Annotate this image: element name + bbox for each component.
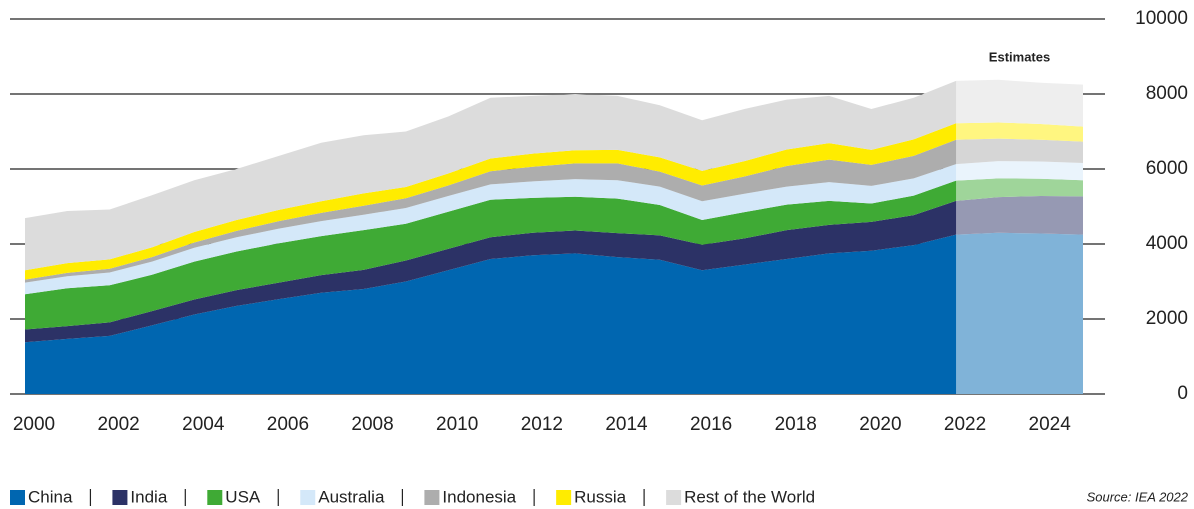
y-tick-label: 10000 <box>1135 8 1188 29</box>
x-tick-label: 2000 <box>13 414 55 435</box>
x-tick-label: 2002 <box>97 414 139 435</box>
legend-label: Rest of the World <box>684 487 815 506</box>
x-tick-label: 2010 <box>436 414 478 435</box>
area <box>25 232 1083 394</box>
legend-label: Australia <box>318 487 385 506</box>
legend-swatch <box>424 490 440 505</box>
x-tick-label: 2016 <box>690 414 732 435</box>
legend-swatch <box>300 490 316 505</box>
legend-label: Indonesia <box>442 487 516 506</box>
y-tick-label: 0 <box>1177 383 1188 404</box>
x-tick-label: 2020 <box>859 414 901 435</box>
y-tick-label: 8000 <box>1146 83 1188 104</box>
legend-label: China <box>28 487 73 506</box>
x-tick-label: 2018 <box>775 414 817 435</box>
legend-swatch <box>666 490 682 505</box>
estimates-label: Estimates <box>989 49 1050 64</box>
legend-label: USA <box>225 487 261 506</box>
estimates-shade <box>956 59 1083 394</box>
x-tick-label: 2022 <box>944 414 986 435</box>
y-tick-label: 2000 <box>1146 308 1188 329</box>
legend-label: Russia <box>574 487 627 506</box>
legend: China India USA Australia Indonesia Russia Res… <box>10 487 1189 506</box>
legend-swatch <box>112 490 128 505</box>
y-tick-label: 4000 <box>1146 233 1188 254</box>
area <box>25 178 1083 330</box>
x-tick-label: 2024 <box>1029 414 1072 435</box>
x-tick-label: 2014 <box>605 414 648 435</box>
area <box>25 161 1083 295</box>
overlay: Estimates <box>956 49 1083 394</box>
area <box>25 196 1083 343</box>
x-tick-label: 2004 <box>182 414 225 435</box>
areas <box>25 79 1083 394</box>
legend-swatch <box>207 490 223 505</box>
legend-swatch <box>556 490 572 505</box>
x-tick-label: 2012 <box>521 414 563 435</box>
x-tick-label: 2006 <box>267 414 309 435</box>
legend-swatch <box>10 490 25 505</box>
area <box>25 79 1083 271</box>
area <box>25 138 1083 283</box>
axes: 0 2000 4000 6000 8000 10000 2000 2002 2004 2006 20… <box>13 8 1188 435</box>
y-tick-label: 6000 <box>1146 158 1188 179</box>
source: Source: IEA 2022 <box>1087 489 1189 504</box>
legend-label: India <box>130 487 167 506</box>
x-tick-label: 2008 <box>351 414 393 435</box>
